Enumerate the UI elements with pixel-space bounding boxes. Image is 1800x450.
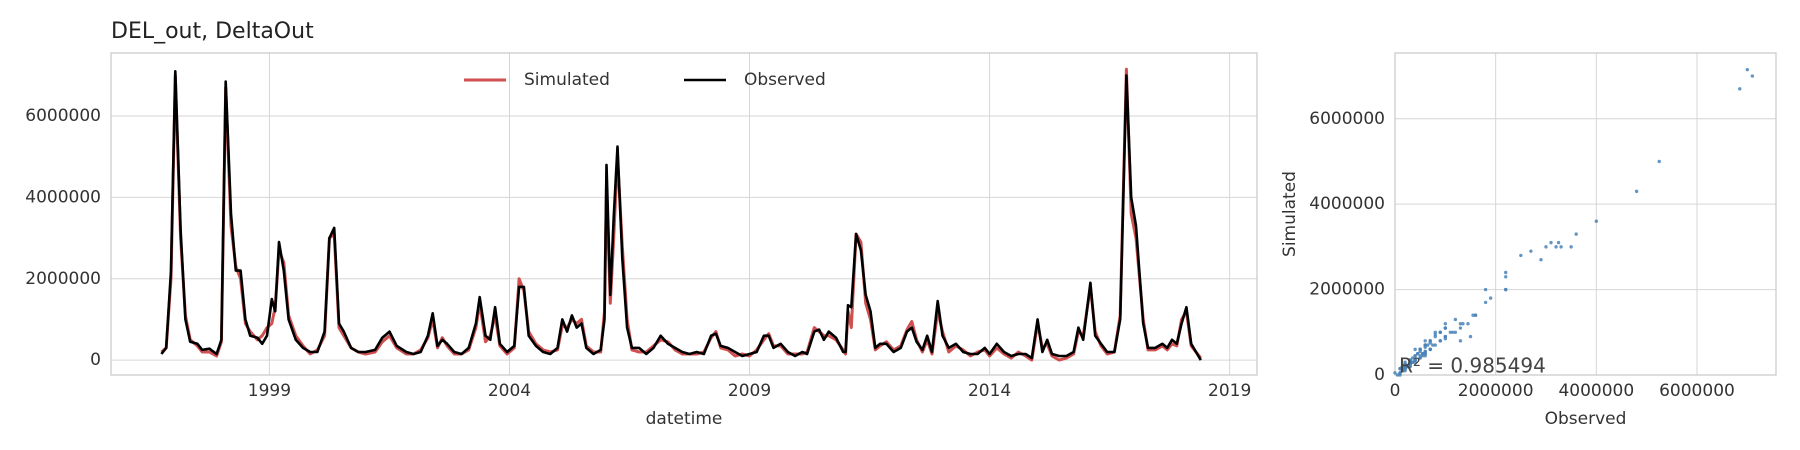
scatter-point	[1468, 334, 1473, 339]
scatter-point	[1410, 360, 1415, 364]
scatter-point	[1426, 343, 1430, 347]
annotation: R² = 0.985494	[1399, 354, 1546, 378]
x-tick-label: 4000000	[1558, 381, 1634, 401]
scatter-point	[1554, 245, 1558, 249]
series-line	[160, 70, 1202, 361]
scatter-point	[1400, 369, 1405, 373]
x-tick-label: 6000000	[1659, 381, 1735, 401]
scatter-point	[1398, 371, 1402, 375]
scatter-point	[1458, 326, 1463, 330]
y-tick-label: 2000000	[25, 269, 101, 289]
scatter-point	[1438, 339, 1442, 343]
x-axis-label: Observed	[1545, 409, 1627, 429]
legend-label: Simulated	[524, 70, 610, 90]
y-axis-label: Simulated	[1280, 171, 1300, 257]
scatter-point	[1423, 339, 1427, 343]
y-tick-label: 0	[90, 350, 101, 370]
scatter-point	[1488, 296, 1493, 300]
scatter-point	[1420, 351, 1425, 356]
scatter-point	[1415, 351, 1420, 356]
scatter-point	[1466, 322, 1470, 326]
scatter-point	[1423, 343, 1427, 347]
scatter-point	[1443, 322, 1448, 326]
scatter-point	[1458, 322, 1463, 326]
x-tick-label: 1999	[248, 381, 291, 401]
scatter-point	[1400, 364, 1405, 369]
scatter-point	[1405, 364, 1410, 369]
scatter-point	[1433, 343, 1437, 347]
scatter-point	[1539, 257, 1543, 262]
scatter-point	[1483, 300, 1488, 305]
scatter-point	[1418, 347, 1422, 352]
scatter-point	[1413, 347, 1417, 352]
legend-label: Observed	[744, 70, 826, 90]
scatter-point	[1549, 240, 1553, 245]
x-tick-label: 2019	[1208, 381, 1251, 401]
scatter-point	[1594, 219, 1599, 223]
scatter-point	[1483, 287, 1488, 292]
x-tick-label: 2014	[968, 381, 1011, 401]
scatter-point	[1745, 67, 1750, 72]
scatter-point	[1634, 189, 1639, 194]
scatter-point	[1473, 313, 1478, 317]
scatter-point	[1433, 332, 1437, 337]
scatter-point	[1458, 339, 1463, 343]
scatter-point	[1438, 330, 1442, 334]
scatter-point	[1418, 356, 1422, 360]
scatter-point	[1443, 326, 1448, 330]
scatter-point	[1504, 270, 1508, 275]
y-tick-label: 2000000	[1309, 280, 1385, 300]
scatter-point	[1443, 334, 1448, 339]
y-tick-label: 6000000	[25, 106, 101, 126]
scatter-point	[1657, 159, 1661, 164]
scatter-point	[1403, 364, 1407, 369]
scatter-point	[1544, 245, 1548, 249]
scatter-point	[1431, 343, 1435, 347]
y-tick-label: 0	[1374, 365, 1385, 385]
scatter-point	[1453, 330, 1458, 334]
x-tick-label: 2000000	[1458, 381, 1534, 401]
y-tick-label: 4000000	[1309, 194, 1385, 214]
scatter-point	[1413, 354, 1417, 358]
x-tick-label: 2009	[728, 381, 771, 401]
scatter-point	[1451, 330, 1455, 334]
chart-title: DEL_out, DeltaOut	[111, 19, 314, 44]
scatter-point	[1569, 245, 1573, 249]
plot-frame	[110, 52, 1258, 376]
scatter-point	[1395, 373, 1400, 377]
y-tick-label: 6000000	[1309, 109, 1385, 129]
scatter-point	[1471, 313, 1475, 317]
scatter-point	[1428, 341, 1432, 345]
scatter-point	[1408, 362, 1412, 367]
scatter-point	[1410, 356, 1415, 360]
scatter-point	[1403, 360, 1407, 364]
scatter-point	[1408, 358, 1412, 362]
scatter-point	[1461, 322, 1465, 326]
scatter-point	[1519, 253, 1523, 258]
scatter-point	[1398, 366, 1402, 371]
scatter-point	[1448, 330, 1453, 334]
scatter-point	[1574, 232, 1578, 236]
scatter-point	[1393, 371, 1397, 375]
scatter-point	[1738, 87, 1742, 91]
scatter-point	[1413, 358, 1417, 362]
scatter-point	[1504, 275, 1508, 279]
x-tick-label: 0	[1390, 381, 1401, 401]
x-axis-label: datetime	[646, 409, 723, 429]
scatter-point	[1453, 317, 1458, 322]
scatter-point	[1556, 240, 1561, 245]
scatter-point	[1559, 245, 1563, 249]
scatter-point	[1750, 74, 1755, 78]
x-tick-label: 2004	[488, 381, 531, 401]
y-tick-label: 4000000	[25, 187, 101, 207]
plot-frame	[1394, 52, 1777, 376]
scatter-point	[1423, 351, 1427, 356]
scatter-point	[1529, 249, 1533, 253]
scatter-point	[1428, 347, 1432, 352]
scatter-point	[1504, 287, 1508, 292]
